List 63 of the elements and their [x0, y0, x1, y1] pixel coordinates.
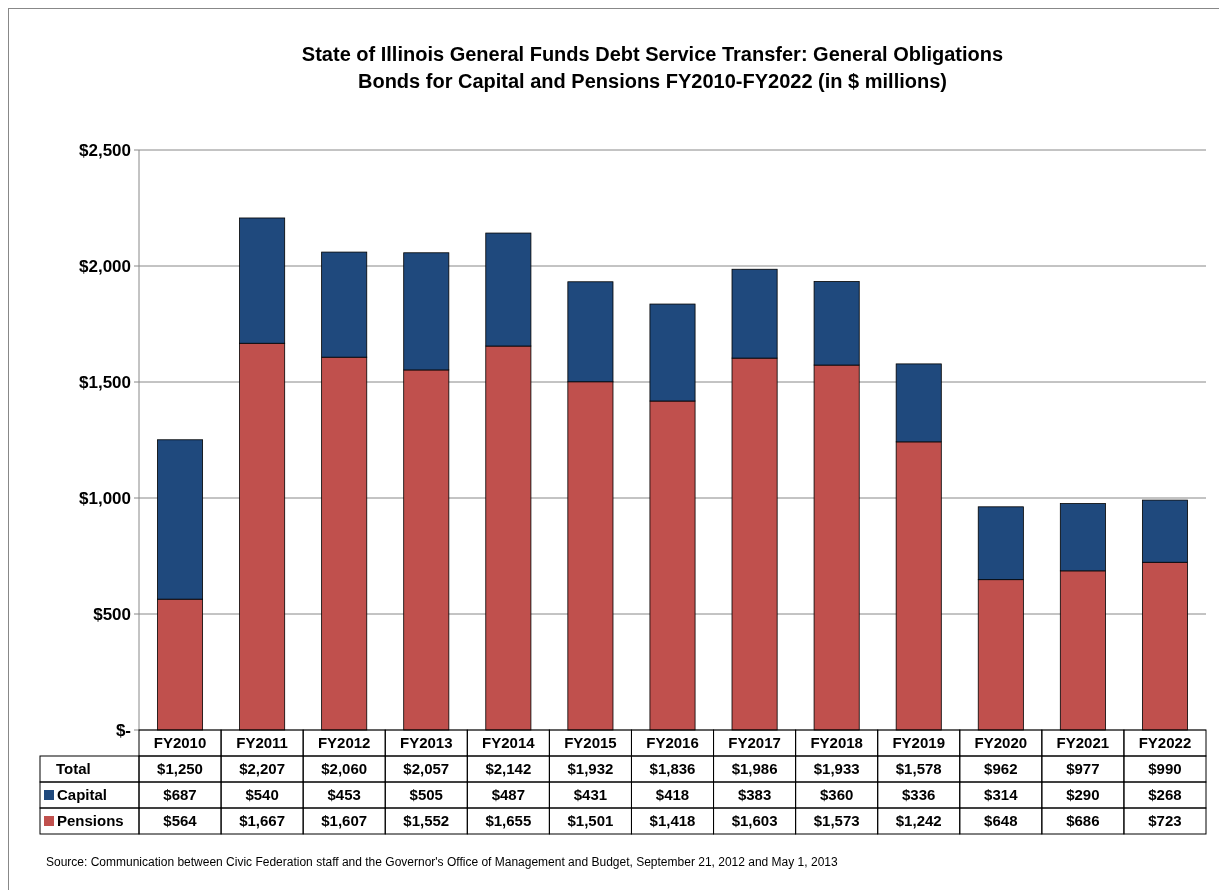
x-tick-label: FY2016: [646, 734, 699, 752]
data-label: $360: [819, 786, 854, 804]
legend-label: Capital: [57, 786, 108, 804]
data-label: $1,242: [895, 812, 942, 830]
data-label: $453: [327, 786, 361, 804]
y-tick-label: $1,500: [79, 372, 131, 392]
x-tick-label: FY2011: [236, 734, 288, 752]
data-label: $687: [163, 786, 197, 804]
data-label: $686: [1066, 812, 1100, 830]
data-label: $648: [984, 812, 1018, 830]
total-label: $1,836: [649, 760, 696, 778]
source-note: Source: Communication between Civic Federation staff and the Governor's Office of Management and Budget, September 21, 2012 and May 1, 2013: [46, 855, 838, 869]
legend-label: Pensions: [57, 812, 124, 830]
data-label: $1,552: [403, 812, 450, 830]
y-tick-label: $2,500: [79, 140, 131, 160]
data-label: $314: [984, 786, 1019, 804]
x-tick-label: FY2020: [974, 734, 1028, 752]
data-label: $1,667: [239, 812, 286, 830]
total-label: $977: [1066, 760, 1100, 778]
x-tick-label: FY2014: [482, 734, 536, 752]
total-label: $2,060: [321, 760, 368, 778]
data-label: $418: [655, 786, 690, 804]
data-label: $1,501: [567, 812, 614, 830]
total-label: $990: [1148, 760, 1182, 778]
data-label: $723: [1148, 812, 1182, 830]
y-tick-label: $500: [93, 604, 131, 624]
data-label: $290: [1066, 786, 1100, 804]
y-tick-label: $2,000: [79, 256, 131, 276]
total-label: $1,932: [567, 760, 614, 778]
y-tick-label: $-: [115, 720, 131, 740]
data-label: $1,655: [485, 812, 532, 830]
x-tick-label: FY2017: [728, 734, 781, 752]
data-label: $431: [573, 786, 608, 804]
total-label: $1,578: [895, 760, 942, 778]
total-label: $2,207: [239, 760, 286, 778]
data-label: $487: [491, 786, 526, 804]
total-label: $1,250: [157, 760, 203, 778]
x-tick-label: FY2021: [1056, 734, 1110, 752]
data-label: $268: [1148, 786, 1182, 804]
data-label: $1,418: [649, 812, 696, 830]
chart-title: State of Illinois General Funds Debt Service Transfer: General Obligations Bonds for Capital and Pensions FY2010-FY2022 (in $ millions): [301, 43, 1004, 92]
x-tick-label: FY2015: [564, 734, 617, 752]
data-label: $1,573: [813, 812, 860, 830]
total-label: $2,057: [403, 760, 450, 778]
data-label: $383: [737, 786, 772, 804]
x-tick-label: FY2010: [153, 734, 207, 752]
data-label: $1,603: [731, 812, 778, 830]
y-tick-label: $1,000: [79, 488, 131, 508]
total-label: $2,142: [485, 760, 532, 778]
data-label: $1,607: [321, 812, 368, 830]
x-tick-label: FY2022: [1138, 734, 1192, 752]
data-label: $540: [245, 786, 279, 804]
text: Total: [56, 760, 91, 778]
total-label: $1,986: [731, 760, 778, 778]
x-tick-label: FY2019: [892, 734, 945, 752]
x-tick-label: FY2018: [810, 734, 863, 752]
data-label: $505: [409, 786, 443, 804]
total-label: $1,933: [813, 760, 860, 778]
data-label: $564: [163, 812, 198, 830]
x-tick-label: FY2013: [400, 734, 453, 752]
data-label: $336: [902, 786, 936, 804]
total-label: $962: [984, 760, 1018, 778]
x-tick-label: FY2012: [317, 734, 371, 752]
